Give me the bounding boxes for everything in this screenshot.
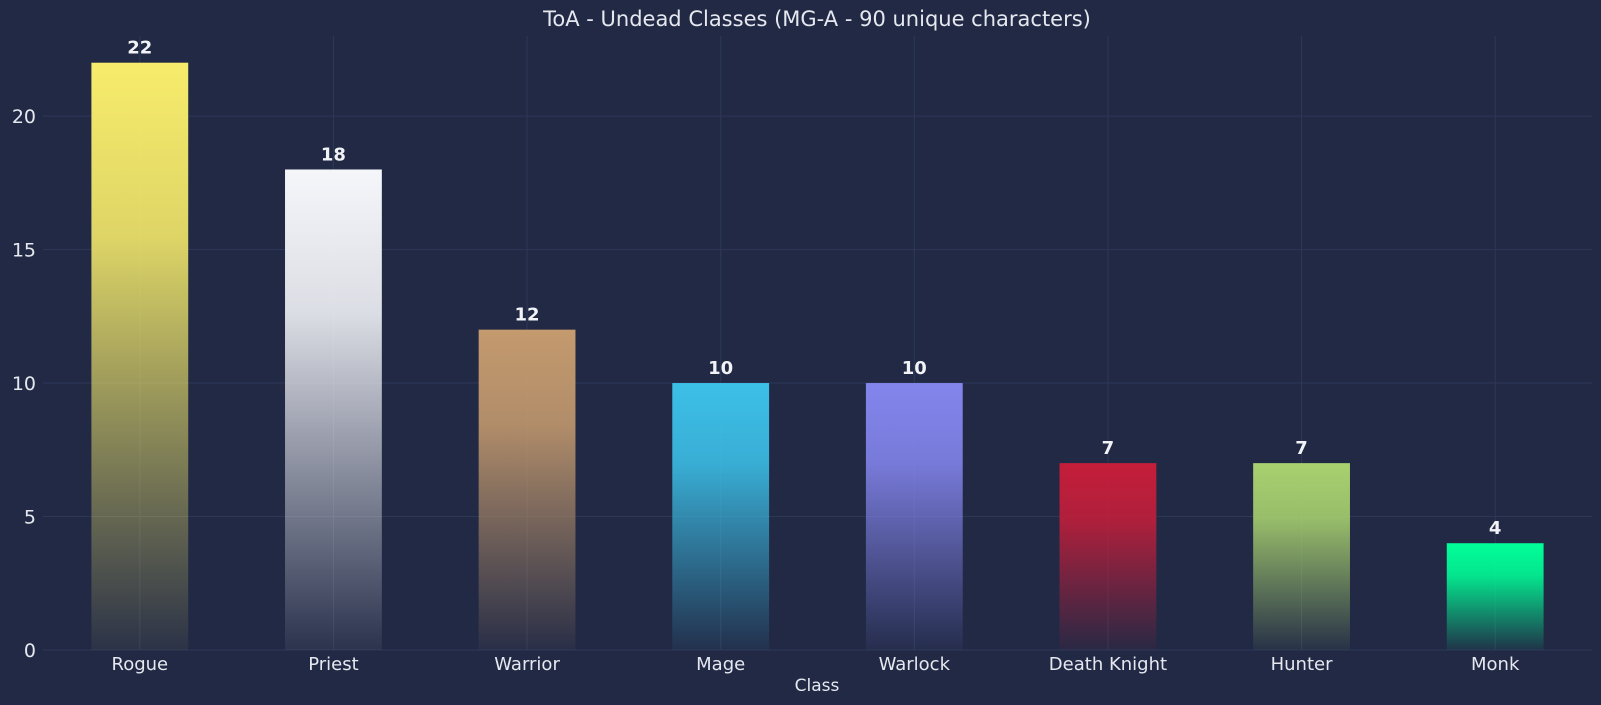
x-tick-label: Monk (1471, 654, 1520, 675)
x-tick-label: Hunter (1271, 654, 1333, 675)
bar-value-label: 4 (1489, 518, 1502, 539)
bar-hunter (1253, 463, 1350, 650)
y-tick-label: 10 (12, 373, 36, 395)
bar-value-label: 12 (515, 305, 540, 326)
y-tick-label: 15 (12, 240, 36, 262)
grid (43, 36, 1592, 651)
y-tick-label: 5 (24, 507, 36, 529)
bar-value-label: 10 (902, 358, 927, 379)
value-labels: 22 18 12 10 10 7 7 4 (127, 38, 1501, 540)
bar-priest (285, 169, 382, 650)
bar-death-knight (1059, 463, 1157, 650)
x-tick-label: Death Knight (1049, 654, 1167, 675)
x-axis-ticks: Rogue Priest Warrior Mage Warlock Death Knigh… (112, 654, 1520, 675)
bar-value-label: 7 (1295, 438, 1308, 459)
x-tick-label: Warlock (879, 654, 951, 675)
x-tick-label: Priest (308, 654, 358, 675)
bars (91, 62, 1544, 650)
bar-rogue (91, 62, 189, 650)
x-axis-label: Class (795, 676, 840, 696)
bar-warlock (865, 383, 963, 650)
bar-warrior (478, 329, 576, 650)
bar-value-label: 10 (708, 358, 733, 379)
y-tick-label: 20 (12, 106, 36, 128)
x-tick-label: Rogue (112, 654, 169, 675)
y-tick-label: 0 (24, 640, 36, 662)
bar-monk (1446, 543, 1544, 650)
bar-value-label: 7 (1102, 438, 1115, 459)
bar-value-label: 22 (127, 38, 152, 59)
x-tick-label: Mage (696, 654, 745, 675)
x-tick-label: Warrior (494, 654, 560, 675)
bar-value-label: 18 (321, 144, 346, 165)
bar-mage (672, 383, 770, 650)
y-axis-ticks: 0 5 10 15 20 (12, 106, 36, 662)
chart-title: ToA - Undead Classes (MG-A - 90 unique c… (542, 7, 1091, 31)
